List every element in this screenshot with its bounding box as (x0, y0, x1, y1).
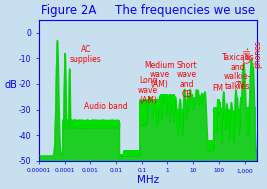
Text: TV: TV (235, 81, 245, 90)
Text: Taxicabs
and
walkie-
talkies: Taxicabs and walkie- talkies (222, 53, 254, 91)
Text: Short
wave
and
CB: Short wave and CB (176, 61, 197, 99)
Text: Cell-
phones: Cell- phones (244, 40, 263, 68)
X-axis label: MHz: MHz (137, 175, 159, 185)
Text: AC
supplies: AC supplies (70, 45, 102, 64)
Text: FM: FM (212, 84, 223, 93)
Title: Figure 2A     The frequencies we use: Figure 2A The frequencies we use (41, 4, 255, 17)
Text: Audio band: Audio band (84, 102, 127, 111)
Y-axis label: dB: dB (4, 80, 17, 90)
Text: Medium
wave
(AM): Medium wave (AM) (144, 61, 175, 89)
Text: Long
wave
(AM): Long wave (AM) (138, 76, 158, 105)
